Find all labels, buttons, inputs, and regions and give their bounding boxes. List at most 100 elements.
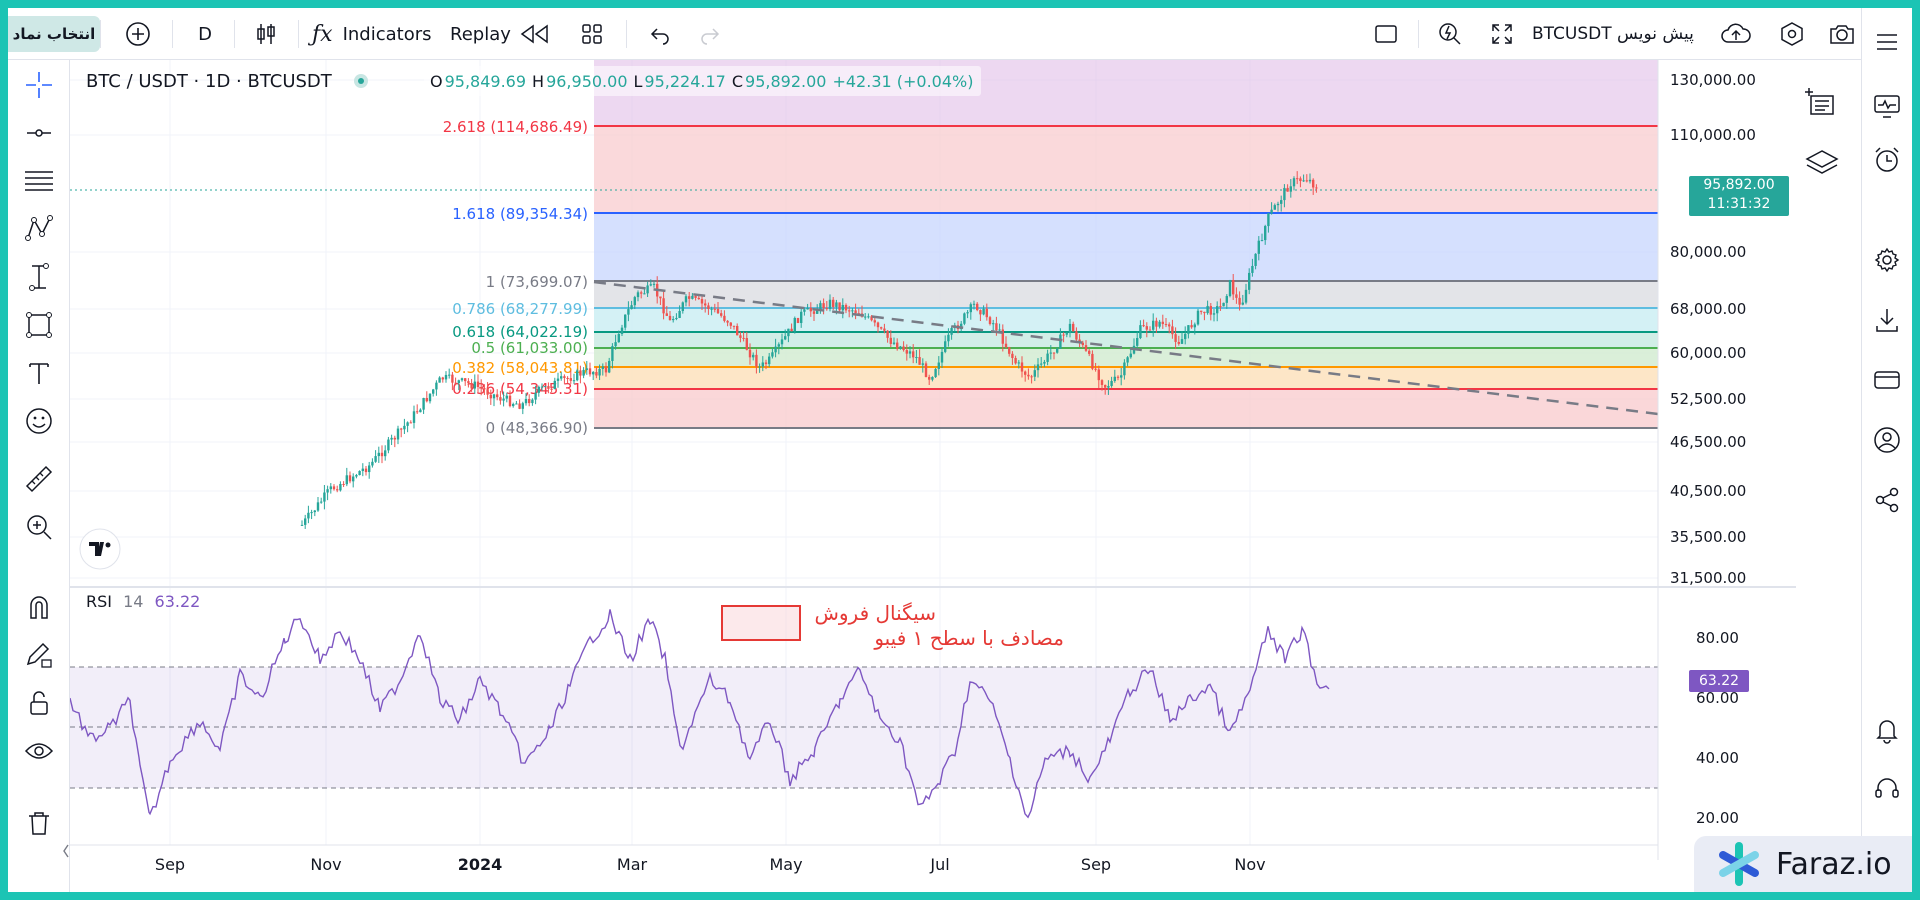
candle-body xyxy=(1059,334,1062,349)
screenshot-button[interactable] xyxy=(1824,8,1860,60)
rsi-value-label: 63.22 xyxy=(1689,670,1749,692)
candle-body xyxy=(1052,352,1056,354)
fib-label: 0 (48,366.90) xyxy=(486,419,588,437)
candle-body xyxy=(627,309,630,315)
undo-button[interactable] xyxy=(642,8,678,60)
magnet-icon xyxy=(30,596,48,619)
layouts-button[interactable] xyxy=(574,8,610,60)
candle-body xyxy=(841,304,844,311)
candle-body xyxy=(1116,376,1120,378)
shapes-tool[interactable] xyxy=(20,306,58,344)
rsi-legend[interactable]: RSI 14 63.22 xyxy=(86,592,200,611)
text-tool[interactable] xyxy=(20,354,58,392)
candle-body xyxy=(617,333,620,343)
candle-body xyxy=(848,310,851,312)
candle-body xyxy=(332,486,336,490)
rsi-axis[interactable]: 80.00 60.00 40.00 20.00 xyxy=(1696,629,1739,827)
lock-all-tool[interactable] xyxy=(20,684,58,722)
candle-body xyxy=(700,299,704,304)
trend-line-tool[interactable] xyxy=(20,114,58,152)
chart-legend[interactable]: BTC / USDT · 1D · BTCUSDT xyxy=(86,66,368,96)
rsi-signal-box[interactable] xyxy=(721,605,801,641)
replay-button[interactable]: Replay xyxy=(450,8,551,60)
gear-icon xyxy=(1874,247,1900,273)
candle-body xyxy=(748,349,752,358)
candle-body xyxy=(764,362,768,365)
time-axis[interactable]: Sep Nov 2024 Mar May Jul Sep Nov xyxy=(155,855,1266,874)
fib-retracement[interactable] xyxy=(594,60,1658,429)
candle-body xyxy=(579,370,582,376)
delete-drawings-tool[interactable] xyxy=(20,804,58,842)
candle-body xyxy=(1206,305,1209,314)
layers-button[interactable] xyxy=(1804,144,1840,180)
interval-button[interactable]: D xyxy=(198,23,212,45)
price-axis[interactable]: 130,000.00 110,000.00 80,000.00 68,000.0… xyxy=(1670,71,1756,587)
zoom-tool[interactable] xyxy=(20,508,58,546)
candle-body xyxy=(1164,324,1168,326)
chart-canvas[interactable]: 2.618 (114,686.49) 1.618 (89,354.34) 1 (… xyxy=(69,60,1796,892)
payment-button[interactable] xyxy=(1869,362,1905,398)
support-button[interactable] xyxy=(1869,770,1905,806)
candle-body xyxy=(803,309,806,312)
pattern-tool[interactable] xyxy=(20,210,58,248)
candle-body xyxy=(944,341,947,352)
menu-button[interactable] xyxy=(1869,24,1905,60)
hide-button[interactable] xyxy=(1774,8,1810,60)
candle-body xyxy=(742,337,745,339)
settings-button[interactable] xyxy=(1869,242,1905,278)
candle-body xyxy=(304,518,307,525)
candle-body xyxy=(339,483,342,491)
candle-body xyxy=(460,378,464,381)
time-axis-label: Nov xyxy=(310,855,341,874)
candle-body xyxy=(409,422,412,424)
projection-tool[interactable] xyxy=(20,258,58,296)
fib-zone-1 xyxy=(594,281,1658,308)
cloud-save-button[interactable] xyxy=(1716,8,1756,60)
candle-body xyxy=(908,351,912,354)
square-icon xyxy=(1375,25,1397,43)
monitor-button[interactable] xyxy=(1869,88,1905,124)
toolbar-separator xyxy=(234,20,235,48)
watchlist-button[interactable] xyxy=(1804,84,1840,120)
lock-drawing-tool[interactable] xyxy=(20,636,58,674)
candle-body xyxy=(752,354,755,358)
candle-body xyxy=(736,325,739,336)
magnet-tool[interactable] xyxy=(20,588,58,626)
candle-body xyxy=(464,378,467,382)
notifications-button[interactable] xyxy=(1869,712,1905,748)
redo-button[interactable] xyxy=(692,8,728,60)
collapse-toolbar-toggle[interactable] xyxy=(60,832,72,870)
profile-button[interactable] xyxy=(1869,422,1905,458)
fib-tool[interactable] xyxy=(20,162,58,200)
candle-body xyxy=(345,475,348,485)
candle-body xyxy=(307,512,310,519)
add-symbol-button[interactable] xyxy=(120,8,156,60)
hide-drawings-tool[interactable] xyxy=(20,732,58,770)
candle-body xyxy=(809,307,812,312)
download-button[interactable] xyxy=(1869,302,1905,338)
candle-body xyxy=(310,512,313,514)
ruler-tool[interactable] xyxy=(20,460,58,498)
candle-body xyxy=(745,338,748,350)
tradingview-logo[interactable] xyxy=(79,528,121,570)
bar-countdown: 11:31:32 xyxy=(1707,196,1771,212)
crosshair-tool[interactable] xyxy=(20,66,58,104)
symbol-search-button[interactable]: انتخاب نماد xyxy=(8,16,100,52)
share-button[interactable] xyxy=(1869,482,1905,518)
candle-body xyxy=(502,398,505,401)
symbol-title[interactable]: BTCUSDT پیش نویس xyxy=(1532,24,1694,44)
alerts-button[interactable] xyxy=(1869,142,1905,178)
emoji-tool[interactable] xyxy=(20,402,58,440)
expand-button[interactable] xyxy=(1484,8,1520,60)
quick-search-button[interactable] xyxy=(1432,8,1468,60)
candle-body xyxy=(1273,205,1276,210)
candlestick-series[interactable] xyxy=(300,171,1318,529)
chart-area[interactable]: 2.618 (114,686.49) 1.618 (89,354.34) 1 (… xyxy=(69,60,1796,892)
headset-icon xyxy=(1875,778,1899,798)
indicators-button[interactable]: ƒx Indicators xyxy=(312,8,431,60)
chart-type-button[interactable] xyxy=(248,8,284,60)
candle-body xyxy=(726,320,729,323)
fullscreen-rect-button[interactable] xyxy=(1368,8,1404,60)
candle-body xyxy=(662,298,665,314)
candle-body xyxy=(1017,362,1020,364)
